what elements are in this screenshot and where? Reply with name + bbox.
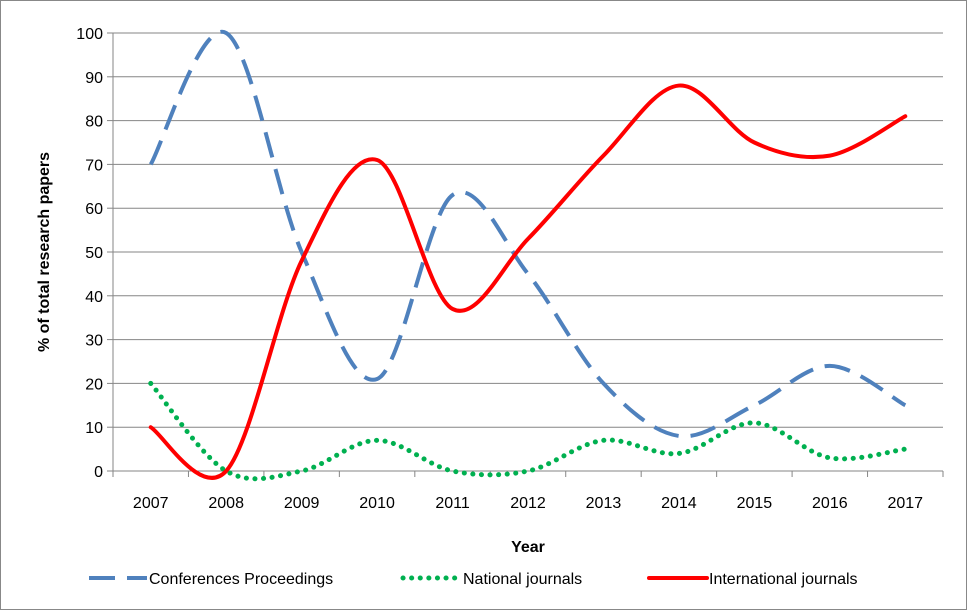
y-tick-label: 100 <box>76 26 103 43</box>
series-line-conferences-proceedings <box>148 29 907 439</box>
x-tick-label: 2007 <box>133 495 169 512</box>
y-tick-label: 80 <box>85 114 103 131</box>
y-tick-label: 0 <box>94 464 103 481</box>
y-axis-title: % of total research papers <box>36 152 53 352</box>
legend-label: National journals <box>463 571 582 588</box>
x-axis-title: Year <box>511 539 545 556</box>
x-tick-label: 2009 <box>284 495 320 512</box>
y-tick-label: 90 <box>85 70 103 87</box>
x-tick-label: 2016 <box>812 495 848 512</box>
legend: Conferences Proceedings National journals… <box>89 571 858 588</box>
y-tick-label: 20 <box>85 376 103 393</box>
x-tick-label: 2011 <box>435 495 470 512</box>
y-tick-label: 70 <box>85 157 103 174</box>
y-tick-label: 40 <box>85 289 103 306</box>
y-tick-label: 60 <box>85 201 103 218</box>
x-tick-label: 2010 <box>359 495 395 512</box>
x-tick-label: 2015 <box>737 495 773 512</box>
x-tick-label: 2017 <box>887 495 923 512</box>
y-tick-label: 10 <box>85 420 103 437</box>
series-line-international-journals <box>148 83 908 480</box>
series-line-national-journals <box>148 380 908 482</box>
y-tick-label: 50 <box>85 245 103 262</box>
legend-label: Conferences Proceedings <box>149 571 333 588</box>
legend-label: International journals <box>709 571 858 588</box>
x-tick-label: 2012 <box>510 495 546 512</box>
x-tick-label: 2014 <box>661 495 697 512</box>
x-tick-label: 2008 <box>208 495 244 512</box>
y-tick-label: 30 <box>85 333 103 350</box>
x-tick-label: 2013 <box>586 495 622 512</box>
